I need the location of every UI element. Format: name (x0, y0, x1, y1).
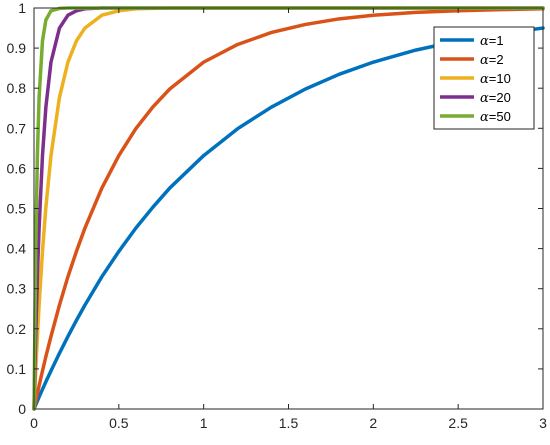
series-line-1 (32, 26, 545, 411)
legend-alpha-value: =20 (489, 90, 511, 105)
legend-alpha-symbol: α (480, 91, 489, 106)
legend-alpha-symbol: α (480, 72, 489, 87)
legend-label-3: α=10 (480, 71, 511, 87)
legend-alpha-symbol: α (480, 53, 489, 68)
legend-alpha-value: =1 (489, 33, 504, 48)
y-tick-label: 0 (18, 401, 26, 417)
y-tick-label: 0.7 (7, 120, 27, 136)
legend-label-4: α=20 (480, 90, 511, 106)
y-tick-label: 0.1 (7, 361, 27, 377)
x-tick-label: 1 (200, 415, 208, 431)
x-tick-label: 1.5 (279, 415, 299, 431)
y-tick-label: 0.9 (7, 40, 27, 56)
x-tick-label: 0 (30, 415, 38, 431)
legend-label-1: α=1 (480, 33, 504, 49)
legend-label-2: α=2 (480, 52, 504, 68)
legend-alpha-symbol: α (480, 34, 489, 49)
x-tick-label: 2.5 (448, 415, 468, 431)
y-tick-label: 0.5 (7, 201, 27, 217)
legend-alpha-value: =50 (489, 109, 511, 124)
y-tick-label: 0.3 (7, 281, 27, 297)
y-tick-label: 0.8 (7, 80, 27, 96)
axes-layer: 0 0.5 1 1.5 2 2.5 3 0 0.1 0.2 0.3 0.4 0.5 0.6 0.7 0.8 0.… (7, 0, 548, 431)
legend-alpha-value: =10 (489, 71, 511, 86)
legend-label-5: α=50 (480, 109, 511, 125)
y-tick-label: 1 (18, 0, 26, 16)
x-tick-label: 0.5 (109, 415, 129, 431)
legend-alpha-value: =2 (489, 52, 504, 67)
legend: α=1α=2α=10α=20α=50 (433, 26, 535, 130)
y-tick-label: 0.2 (7, 321, 27, 337)
x-tick-label: 2 (369, 415, 377, 431)
y-tick-label: 0.6 (7, 160, 27, 176)
y-tick-label: 0.4 (7, 241, 27, 257)
x-tick-label: 3 (539, 415, 547, 431)
legend-alpha-symbol: α (480, 110, 489, 125)
series-line-2 (32, 7, 545, 411)
